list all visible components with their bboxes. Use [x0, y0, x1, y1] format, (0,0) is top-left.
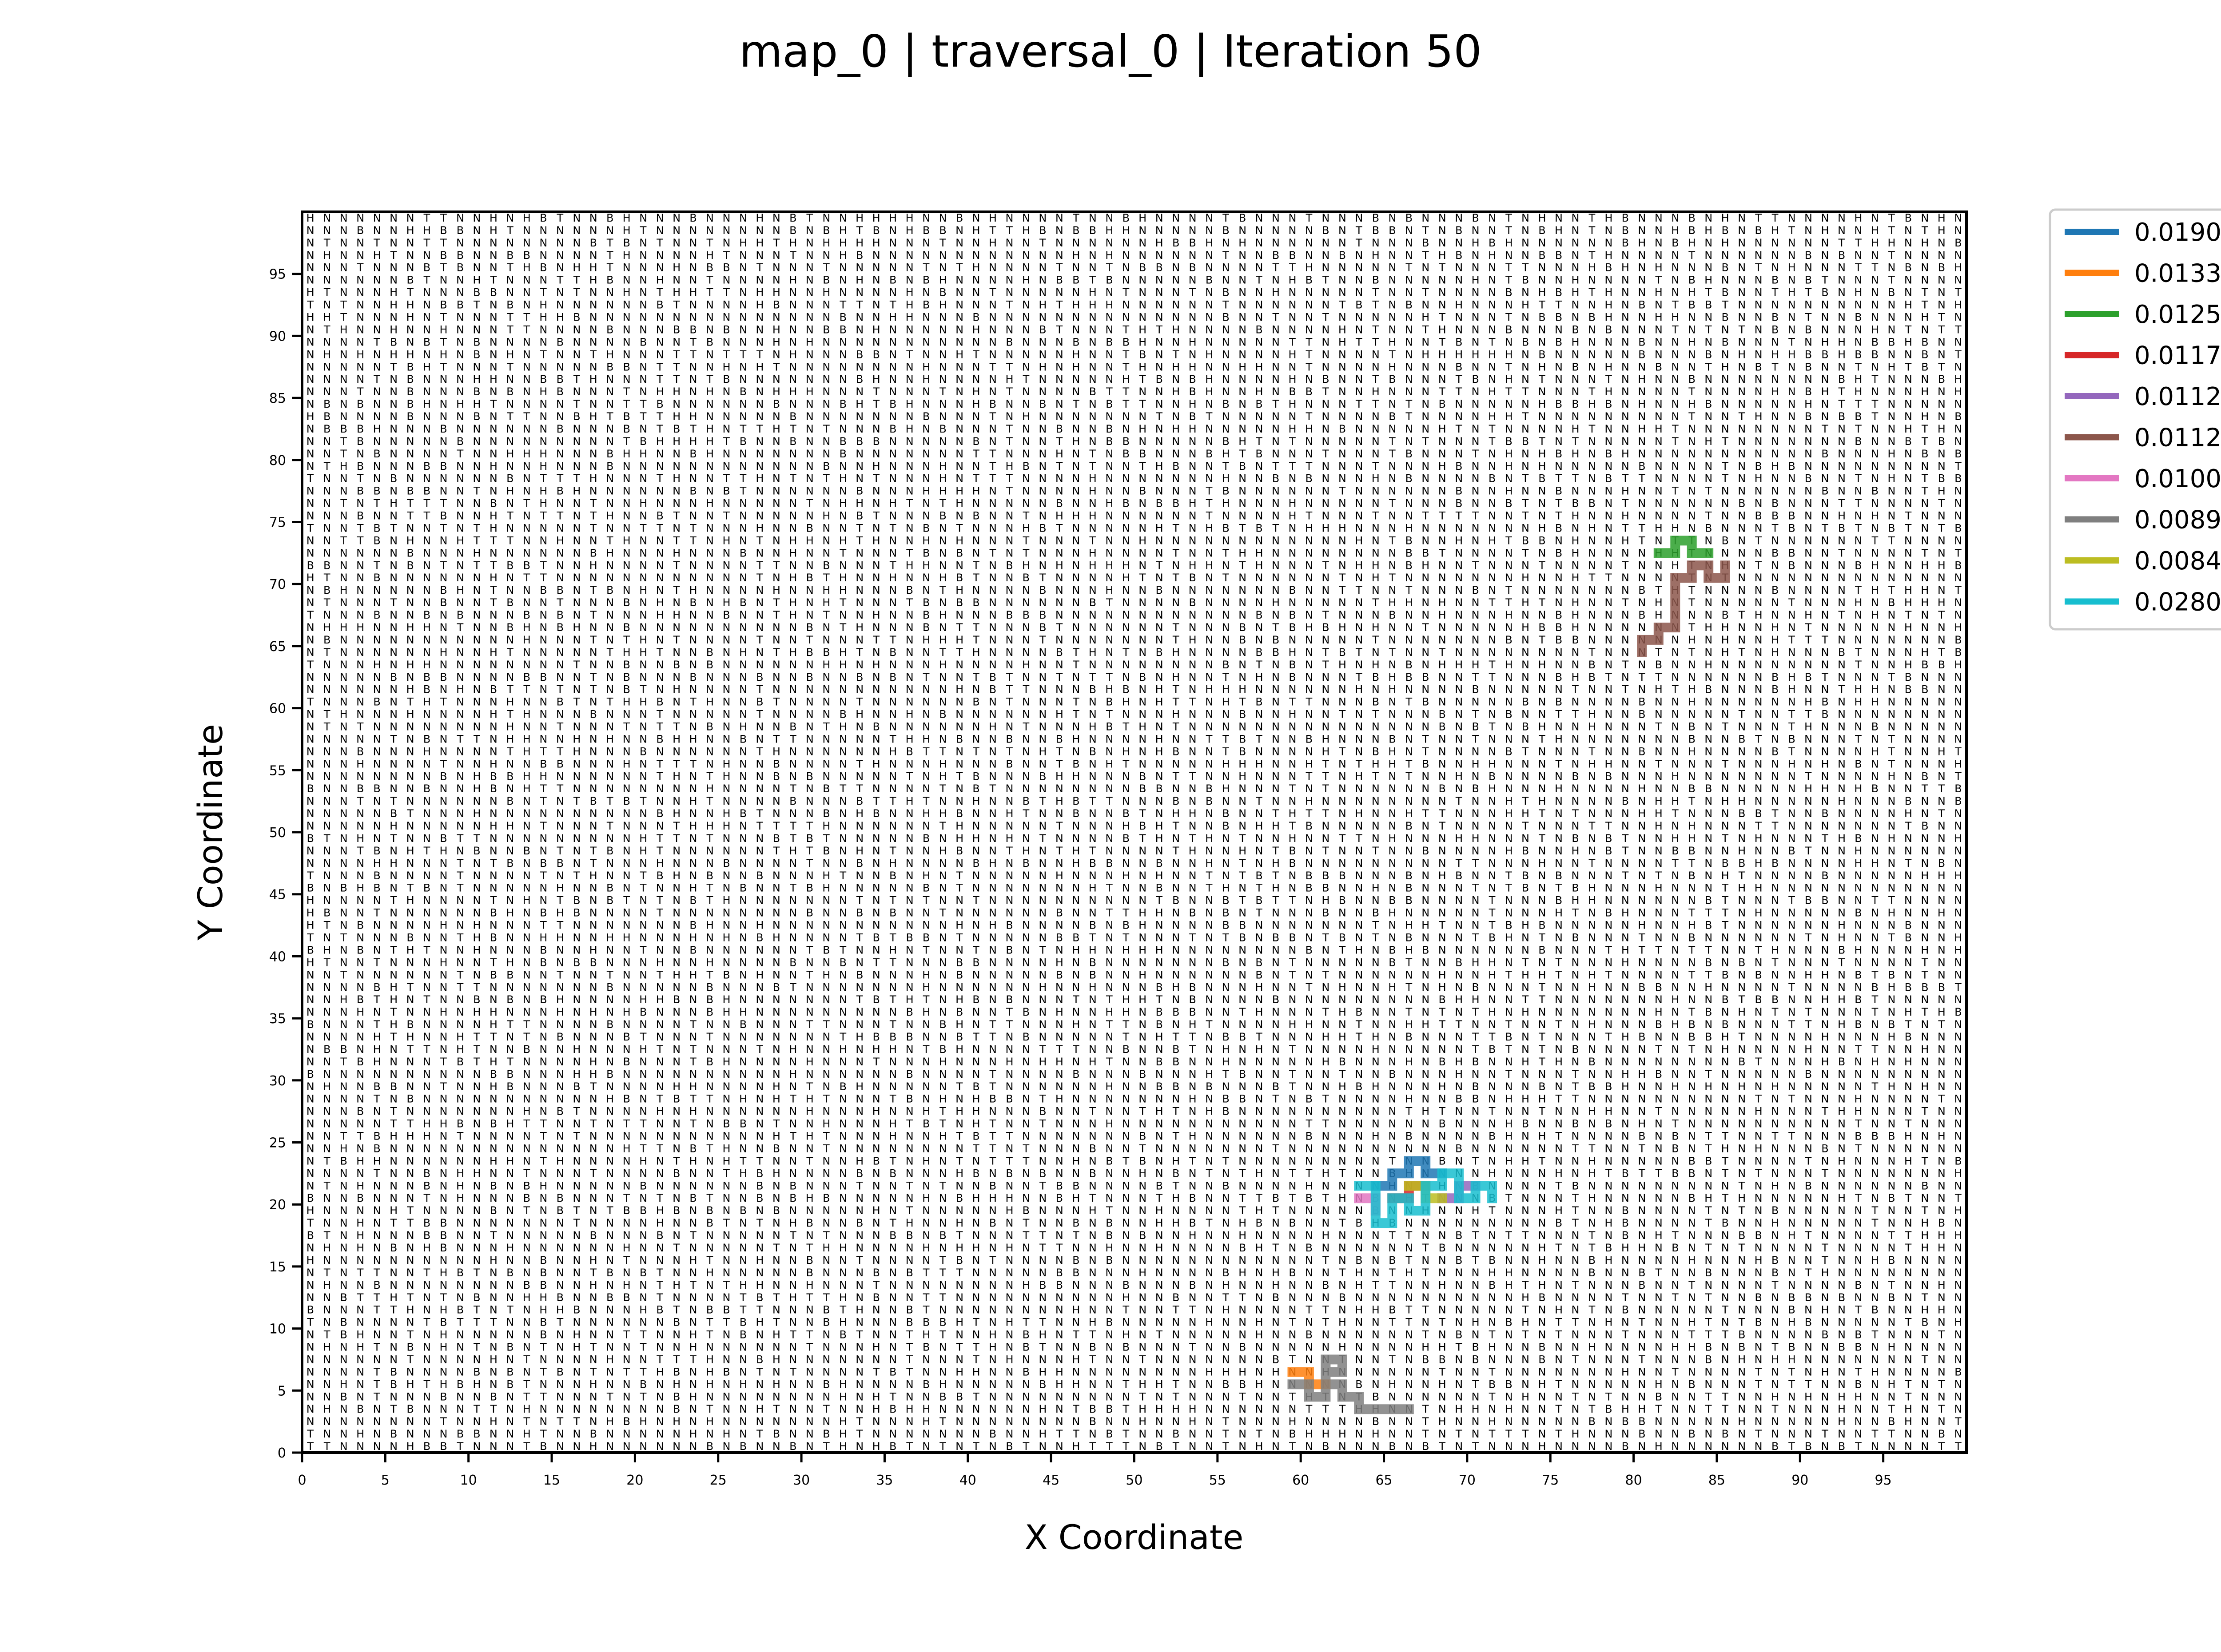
y-tick-label-45: 45: [269, 887, 286, 903]
y-tick-label-85: 85: [269, 391, 286, 406]
legend-label-9: 0.0084: [2134, 547, 2221, 576]
series-path-10: [1354, 1168, 1497, 1228]
legend: 0.0190 0.0133 0.0125 0.0117 0.0112 0.0112 0.01…: [2049, 208, 2221, 631]
y-tick-label-0: 0: [278, 1446, 286, 1461]
x-tick-label-90: 90: [1791, 1473, 1808, 1488]
legend-label-4: 0.0117: [2134, 342, 2221, 370]
x-tick-label-80: 80: [1625, 1473, 1642, 1488]
y-tick-label-70: 70: [269, 577, 286, 592]
x-tick-label-15: 15: [543, 1473, 560, 1488]
x-tick-label-50: 50: [1126, 1473, 1142, 1488]
x-tick-label-55: 55: [1209, 1473, 1226, 1488]
y-tick-label-20: 20: [269, 1197, 286, 1213]
x-tick-label-75: 75: [1542, 1473, 1559, 1488]
y-tick-label-25: 25: [269, 1136, 286, 1151]
legend-label-7: 0.0100: [2134, 465, 2221, 493]
y-tick-label-50: 50: [269, 825, 286, 841]
x-tick-label-45: 45: [1043, 1473, 1059, 1488]
series-path-2: [1287, 1367, 1331, 1390]
y-tick-label-40: 40: [269, 949, 286, 965]
y-tick-label-35: 35: [269, 1011, 286, 1027]
plot-background: [302, 212, 1966, 1453]
y-tick-label-65: 65: [269, 639, 286, 655]
series-path-6: [1637, 560, 1730, 657]
x-tick-label-95: 95: [1875, 1473, 1892, 1488]
legend-label-3: 0.0125: [2134, 300, 2221, 329]
y-tick-label-10: 10: [269, 1322, 286, 1337]
y-tick-label-80: 80: [269, 453, 286, 469]
x-tick-label-0: 0: [298, 1473, 306, 1488]
chart-title: map_0 | traversal_0 | Iteration 50: [739, 25, 1482, 77]
x-tick-label-65: 65: [1375, 1473, 1392, 1488]
legend-label-1: 0.0190: [2134, 218, 2221, 247]
x-tick-label-5: 5: [381, 1473, 390, 1488]
x-tick-label-20: 20: [626, 1473, 643, 1488]
x-tick-label-85: 85: [1708, 1473, 1725, 1488]
x-axis-label: X Coordinate: [1025, 1517, 1244, 1557]
x-tick-label-60: 60: [1292, 1473, 1309, 1488]
y-tick-label-60: 60: [269, 701, 286, 717]
y-tick-label-75: 75: [269, 515, 286, 531]
y-tick-label-90: 90: [269, 329, 286, 344]
x-tick-label-35: 35: [876, 1473, 893, 1488]
x-tick-label-25: 25: [710, 1473, 727, 1488]
legend-label-6: 0.0112: [2134, 424, 2221, 453]
y-tick-label-15: 15: [269, 1259, 286, 1275]
legend-label-2: 0.0133: [2134, 259, 2221, 288]
x-tick-label-30: 30: [793, 1473, 810, 1488]
x-tick-label-70: 70: [1459, 1473, 1476, 1488]
series-layer: [1287, 536, 1730, 1414]
x-axis: 0 5 10 15 20 25 30 35 40 45 50 55 60 65 70 75 80 85 90 95: [298, 1453, 1892, 1488]
y-tick-label-5: 5: [278, 1383, 286, 1399]
y-tick-label-95: 95: [269, 267, 286, 282]
series-path-8: [1287, 1354, 1414, 1414]
y-tick-label-30: 30: [269, 1073, 286, 1089]
y-axis: 0 5 10 15 20 25 30 35 40 45 50 55 60 65 70 75 80 85 90 95: [269, 267, 302, 1461]
y-axis-label: Y Coordinate: [191, 724, 230, 941]
series-path-1: [1370, 1156, 1447, 1191]
x-tick-label-40: 40: [959, 1473, 976, 1488]
legend-label-10: 0.0280: [2134, 588, 2221, 617]
legend-label-5: 0.0112: [2134, 382, 2221, 411]
legend-entries: 0.0190 0.0133 0.0125 0.0117 0.0112 0.0112 0.01…: [2065, 218, 2221, 617]
x-tick-label-10: 10: [460, 1473, 477, 1488]
legend-label-8: 0.0089: [2134, 506, 2221, 535]
y-tick-label-55: 55: [269, 763, 286, 778]
series-path-3: [1653, 536, 1714, 558]
